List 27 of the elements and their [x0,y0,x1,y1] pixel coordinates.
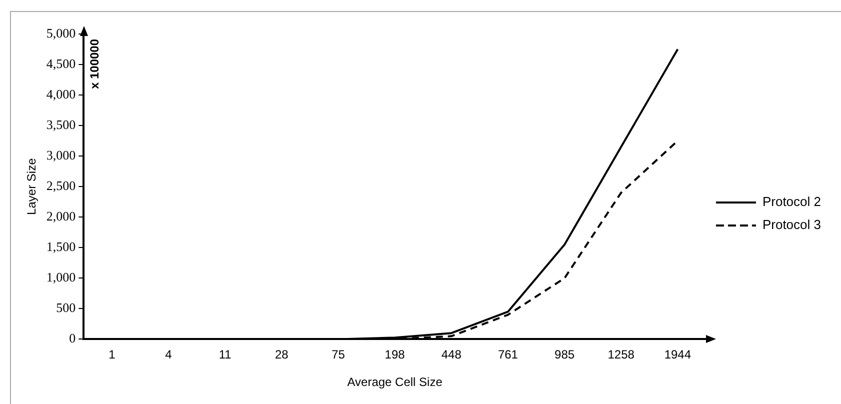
y-tick-label: 5,000 [46,25,76,40]
y-tick-label: 3,500 [46,116,76,132]
x-axis-title: Average Cell Size [347,375,443,390]
legend-label: Protocol 2 [762,194,822,210]
legend-label: Protocol 3 [762,217,822,232]
annotation: x 100000 [87,38,102,90]
x-tick-label: 75 [332,348,346,362]
x-tick-label: 11 [218,348,232,362]
x-tick-label: 1258 [608,348,635,362]
y-tick-label: 3,000 [46,148,76,162]
y-tick-label: 1,000 [46,270,76,285]
y-tick-label: 0 [69,330,76,346]
x-tick-label: 198 [384,348,406,362]
x-tick-label: 4 [165,348,172,362]
x-tick-label: 761 [498,348,518,362]
y-axis-title: Layer Size [24,158,39,215]
y-tick-label: 4,500 [46,56,76,71]
y-tick-label: 1,500 [46,239,76,254]
y-tick-label: 2,500 [46,178,76,194]
x-tick-label: 985 [554,348,575,362]
x-tick-label: 1 [108,348,116,362]
x-tick-label: 448 [441,348,462,362]
y-tick-label: 4,000 [46,86,76,102]
x-tick-label: 28 [274,348,289,362]
x-tick-label: 1944 [664,348,692,362]
y-tick-label: 2,000 [46,208,76,224]
y-tick-label: 500 [56,300,76,316]
